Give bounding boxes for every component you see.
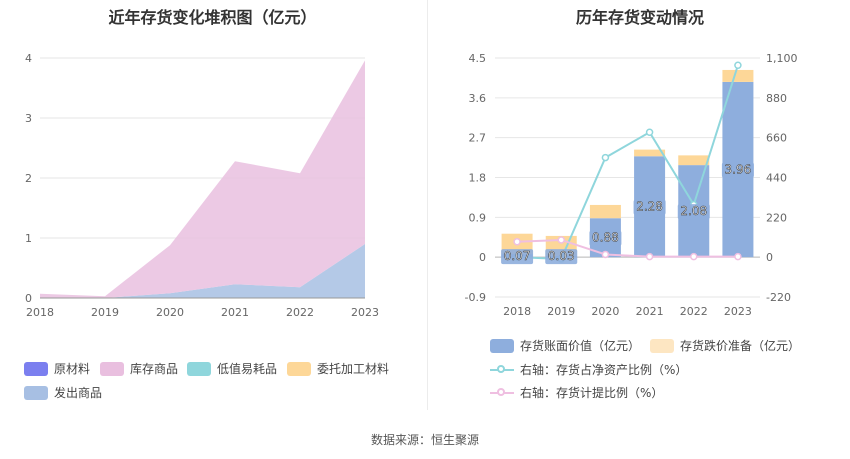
data-label: 0.07 <box>504 249 531 263</box>
line-series-1 <box>517 238 738 258</box>
legend-item-inventory-goods[interactable]: 库存商品 <box>100 360 178 377</box>
legend-swatch <box>24 385 48 400</box>
legend-label: 低值易耗品 <box>217 362 278 376</box>
legend-label: 发出商品 <box>54 386 103 400</box>
y-right-tick-label: 660 <box>766 132 787 145</box>
data-source-note: 数据来源：恒生聚源 <box>370 433 479 447</box>
line-point-1 <box>557 236 565 244</box>
y-tick-label: 4 <box>25 52 32 65</box>
x-tick-label: 2023 <box>724 305 752 318</box>
line-point-0 <box>601 153 610 162</box>
legend-label: 委托加工材料 <box>317 362 390 376</box>
legend-swatch <box>100 361 124 376</box>
legend-label: 右轴：存货计提比例（%） <box>520 386 664 400</box>
line-point-1 <box>690 252 698 261</box>
data-label-bg <box>545 249 578 265</box>
y-left-tick-label: 0.9 <box>469 211 487 224</box>
legend-label: 存货跌价准备（亿元） <box>680 339 801 353</box>
y-left-tick-label: 1.8 <box>469 172 487 185</box>
data-label-bg <box>677 204 710 220</box>
line-point-1 <box>601 250 610 259</box>
y-right-tick-label: 880 <box>766 92 787 105</box>
legend-item-processing-materials[interactable]: 委托加工材料 <box>287 360 389 377</box>
y-left-tick-label: -0.9 <box>465 291 486 304</box>
x-tick-label: 2020 <box>591 305 619 318</box>
line-point-0 <box>734 61 742 69</box>
line-point-1 <box>734 252 742 261</box>
legend-label: 右轴：存货占净资产比例（%） <box>520 363 688 377</box>
y-right-tick-label: -220 <box>766 291 791 304</box>
data-label: 0.88 <box>592 231 619 245</box>
line-point-1 <box>645 252 654 261</box>
legend-swatch <box>187 361 211 376</box>
y-right-tick-label: 220 <box>766 211 787 224</box>
right-chart-title: 历年存货变动情况 <box>575 8 704 27</box>
y-tick-label: 1 <box>25 232 32 245</box>
area-库存商品 <box>40 60 365 299</box>
line-point-1 <box>513 238 521 246</box>
legend-swatch <box>490 338 514 353</box>
legend-item-impairment-reserve[interactable]: 存货跌价准备（亿元） <box>650 337 800 354</box>
data-label-bg <box>501 249 534 265</box>
y-right-tick-label: 1,100 <box>766 52 798 65</box>
bar-impairment-reserve <box>722 69 754 82</box>
x-tick-label: 2022 <box>680 305 708 318</box>
y-left-tick-label: 3.6 <box>469 92 487 105</box>
x-tick-label: 2019 <box>91 306 119 319</box>
x-tick-label: 2021 <box>636 305 664 318</box>
y-left-tick-label: 0 <box>479 251 486 264</box>
legend-item-provision-ratio[interactable]: 右轴：存货计提比例（%） <box>490 384 663 401</box>
legend-swatch <box>287 361 311 376</box>
x-tick-label: 2020 <box>156 306 184 319</box>
legend-item-goods-shipped[interactable]: 发出商品 <box>24 384 102 401</box>
y-tick-label: 3 <box>25 112 32 125</box>
legend-item-book-value[interactable]: 存货账面价值（亿元） <box>490 337 640 354</box>
y-left-tick-label: 4.5 <box>469 52 487 65</box>
legend-line-swatch <box>490 386 514 400</box>
legend-label: 原材料 <box>54 362 91 376</box>
bar-impairment-reserve <box>678 155 710 166</box>
data-label: 3.96 <box>725 163 752 177</box>
x-tick-label: 2018 <box>26 306 54 319</box>
y-right-tick-label: 440 <box>766 172 787 185</box>
legend-label: 存货账面价值（亿元） <box>520 339 641 353</box>
x-tick-label: 2021 <box>221 306 249 319</box>
data-label: 0.03 <box>548 249 575 263</box>
legend-label: 库存商品 <box>130 362 179 376</box>
data-label-bg <box>589 230 622 246</box>
data-label-bg <box>721 162 754 178</box>
y-left-tick-label: 2.7 <box>469 132 487 145</box>
x-tick-label: 2018 <box>503 305 531 318</box>
legend-item-raw-material[interactable]: 原材料 <box>24 360 90 377</box>
legend-swatch <box>24 361 48 376</box>
legend-item-inventory-to-net-assets[interactable]: 右轴：存货占净资产比例（%） <box>490 361 687 378</box>
bar-impairment-reserve <box>589 204 621 219</box>
x-tick-label: 2022 <box>286 306 314 319</box>
legend-line-swatch <box>490 363 514 377</box>
y-tick-label: 2 <box>25 172 32 185</box>
line-point-0 <box>645 128 654 136</box>
legend-swatch <box>650 338 674 353</box>
right-bar-line-chart: -0.9 0 0.9 1.8 2.7 3.6 4.5 -220 0 220 440 660 880 1,1… <box>465 52 798 318</box>
data-label: 2.28 <box>636 200 663 214</box>
bar-impairment-reserve <box>634 149 666 157</box>
y-right-tick-label: 0 <box>766 251 773 264</box>
left-chart-title: 近年存货变化堆积图（亿元） <box>108 8 317 27</box>
x-tick-label: 2019 <box>547 305 575 318</box>
legend-item-low-value-consumables[interactable]: 低值易耗品 <box>187 360 277 377</box>
area-发出商品 <box>40 244 365 298</box>
y-tick-label: 0 <box>25 292 32 305</box>
left-area-chart: 0 1 2 3 4 2018 2019 2020 2021 2022 2023 <box>25 52 379 319</box>
x-tick-label: 2023 <box>351 306 379 319</box>
panel-divider <box>427 0 428 410</box>
data-label-bg <box>633 199 666 215</box>
data-label: 2.08 <box>680 204 707 218</box>
